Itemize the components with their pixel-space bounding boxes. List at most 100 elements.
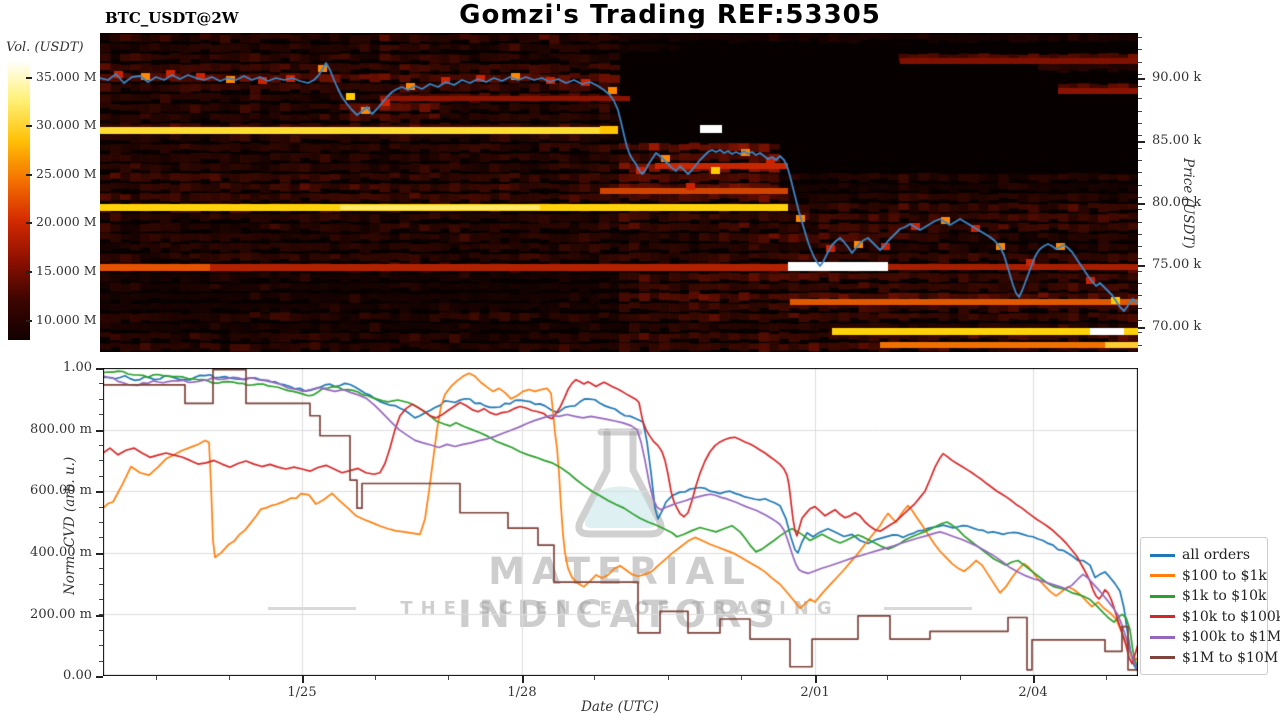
cvd-axis-minor-tick (99, 383, 103, 384)
symbol-label: BTC_USDT@2W (105, 9, 239, 27)
price-axis-minor-tick (1138, 308, 1142, 309)
cvd-axis-tick-label: 0.00 (63, 668, 92, 683)
colorbar-tick-mark (26, 222, 32, 224)
date-axis-tick-label: 2/01 (800, 685, 830, 700)
legend-label: $10k to $100k (1182, 608, 1280, 625)
price-axis-minor-tick (1138, 86, 1142, 87)
volume-colorbar (8, 60, 30, 340)
colorbar-label: Vol. (USDT) (6, 40, 84, 55)
price-axis-tick-mark (1138, 203, 1145, 205)
legend-swatch (1150, 574, 1175, 578)
price-axis-minor-tick (1138, 320, 1142, 321)
date-axis-tick-label: 1/25 (287, 685, 317, 700)
cvd-axis-minor-tick (99, 645, 103, 646)
cvd-axis-tick-mark (96, 430, 103, 432)
cvd-axis-minor-tick (99, 599, 103, 600)
date-axis-minor-tick (741, 676, 742, 680)
date-axis-tick-mark (815, 676, 817, 683)
price-axis-minor-tick (1138, 160, 1142, 161)
price-axis-minor-tick (1138, 172, 1142, 173)
price-axis-minor-tick (1138, 123, 1142, 124)
price-axis-minor-tick (1138, 345, 1142, 346)
price-axis-minor-tick (1138, 258, 1142, 259)
date-axis-tick-label: 1/28 (507, 685, 537, 700)
legend-item[interactable]: $1k to $10k (1150, 586, 1266, 607)
colorbar-tick-mark (26, 320, 32, 322)
date-axis-minor-tick (229, 676, 230, 680)
date-axis-minor-tick (960, 676, 961, 680)
orderbook-heatmap-canvas[interactable] (100, 33, 1138, 352)
colorbar-tick-mark (26, 77, 32, 79)
price-axis-minor-tick (1138, 222, 1142, 223)
cvd-axis-label: Norm. CVD (arb. u.) (62, 456, 78, 595)
price-axis-minor-tick (1138, 74, 1142, 75)
cvd-axis-minor-tick (99, 568, 103, 569)
legend-item[interactable]: $10k to $100k (1150, 607, 1280, 628)
page-title: Gomzi's Trading REF:53305 (459, 0, 881, 30)
legend-label: $100 to $1k (1182, 567, 1267, 584)
legend-label: $1k to $10k (1182, 588, 1267, 605)
legend-item[interactable]: $100 to $1k (1150, 566, 1267, 587)
legend-label: $100k to $1M (1182, 629, 1280, 646)
legend-swatch (1150, 656, 1175, 660)
legend-label: all orders (1182, 547, 1250, 564)
price-axis-minor-tick (1138, 62, 1142, 63)
price-axis-minor-tick (1138, 37, 1142, 38)
price-axis-minor-tick (1138, 271, 1142, 272)
date-axis-minor-tick (156, 676, 157, 680)
cvd-axis-minor-tick (99, 630, 103, 631)
legend-swatch (1150, 615, 1175, 619)
cvd-axis-tick-label: 200.00 m (30, 607, 92, 622)
date-axis-minor-tick (887, 676, 888, 680)
colorbar-tick-label: 10.000 M (36, 312, 97, 327)
colorbar-tick-label: 20.000 M (36, 214, 97, 229)
colorbar-tick-mark (26, 125, 32, 127)
price-axis-tick-mark (1138, 78, 1145, 80)
cvd-chart-canvas[interactable] (103, 368, 1138, 676)
cvd-axis-minor-tick (99, 614, 103, 615)
date-axis-tick-label: 2/04 (1018, 685, 1048, 700)
legend-swatch (1150, 553, 1175, 557)
price-axis-tick-label: 80.00 k (1152, 195, 1202, 210)
price-axis-tick-mark (1138, 141, 1145, 143)
cvd-axis-minor-tick (99, 661, 103, 662)
date-axis-label: Date (UTC) (581, 699, 659, 715)
legend[interactable]: all orders $100 to $1k $1k to $10k $10k to … (1140, 537, 1280, 675)
cvd-axis-tick-label: 400.00 m (30, 545, 92, 560)
price-axis-minor-tick (1138, 209, 1142, 210)
price-axis-minor-tick (1138, 148, 1142, 149)
cvd-axis-tick-label: 1.00 (63, 360, 92, 375)
cvd-axis-tick-mark (96, 676, 103, 678)
date-axis-minor-tick (668, 676, 669, 680)
price-axis-tick-label: 70.00 k (1152, 319, 1202, 334)
cvd-axis-minor-tick (99, 537, 103, 538)
price-axis-minor-tick (1138, 49, 1142, 50)
price-axis-minor-tick (1138, 98, 1142, 99)
cvd-axis-minor-tick (99, 522, 103, 523)
price-axis-minor-tick (1138, 295, 1142, 296)
cvd-axis-minor-tick (99, 476, 103, 477)
date-axis-tick-mark (1033, 676, 1035, 683)
date-axis-tick-mark (302, 676, 304, 683)
cvd-axis-tick-mark (96, 368, 103, 370)
price-axis-minor-tick (1138, 185, 1142, 186)
cvd-axis-minor-tick (99, 445, 103, 446)
price-axis-minor-tick (1138, 135, 1142, 136)
price-axis-tick-mark (1138, 327, 1145, 329)
colorbar-tick-label: 25.000 M (36, 166, 97, 181)
price-axis-minor-tick (1138, 283, 1142, 284)
cvd-axis-minor-tick (99, 584, 103, 585)
legend-swatch (1150, 635, 1175, 639)
legend-item[interactable]: $1M to $10M (1150, 648, 1278, 669)
price-axis-minor-tick (1138, 234, 1142, 235)
price-axis-tick-label: 90.00 k (1152, 70, 1202, 85)
colorbar-tick-mark (26, 174, 32, 176)
date-axis-minor-tick (1106, 676, 1107, 680)
cvd-axis-tick-label: 600.00 m (30, 483, 92, 498)
legend-item[interactable]: all orders (1150, 545, 1258, 566)
colorbar-tick-mark (26, 271, 32, 273)
date-axis-minor-tick (448, 676, 449, 680)
date-axis-tick-mark (522, 676, 524, 683)
legend-item[interactable]: $100k to $1M (1150, 627, 1280, 648)
